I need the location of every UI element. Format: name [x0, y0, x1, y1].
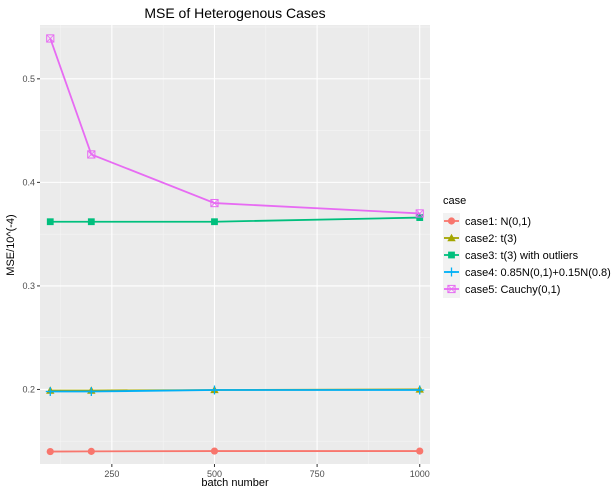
legend-key-marker-shape — [447, 284, 456, 294]
data-point-case5-shape — [415, 209, 424, 218]
legend-key-marker — [447, 284, 456, 294]
y-tick-label: 0.5 — [22, 74, 35, 84]
legend-key-marker — [447, 267, 456, 277]
data-point-case4 — [415, 385, 425, 395]
data-point-case3-shape — [211, 218, 218, 226]
legend-key-marker-shape — [447, 267, 456, 277]
y-axis-label: MSE/10^(-4) — [5, 214, 17, 275]
data-point-case5 — [87, 150, 96, 159]
legend-label: case5: Cauchy(0,1) — [465, 284, 560, 296]
data-point-case4 — [86, 387, 96, 397]
data-point-case1-shape — [87, 447, 95, 455]
plot-panel — [40, 25, 430, 464]
data-point-case4-shape — [209, 385, 219, 395]
legend-label: case1: N(0,1) — [465, 216, 531, 228]
data-point-case3 — [211, 218, 218, 226]
data-point-case1 — [46, 447, 54, 456]
data-point-case4-shape — [86, 387, 96, 397]
series-line-case1 — [50, 450, 420, 453]
data-point-case1 — [416, 447, 424, 455]
panel-background — [40, 25, 430, 464]
data-point-case5 — [415, 209, 424, 218]
series-line-case3 — [50, 216, 420, 223]
legend-item-case2: case2: t(3) — [443, 230, 517, 247]
legend-label: case3: t(3) with outliers — [465, 250, 579, 262]
legend-item-case5: case5: Cauchy(0,1) — [443, 281, 560, 298]
x-axis-label: batch number — [201, 477, 269, 489]
data-point-case5 — [46, 34, 55, 43]
legend-key-marker-shape — [447, 233, 456, 242]
y-tick-label: 0.3 — [22, 281, 35, 291]
data-point-case5-shape — [210, 198, 219, 208]
data-point-case4-shape — [45, 387, 55, 397]
data-point-case5-shape — [87, 150, 96, 159]
x-tick-label: 1000 — [410, 469, 430, 479]
data-point-case3-shape — [416, 214, 424, 221]
legend-item-case4: case4: 0.85N(0,1)+0.15N(0.8) — [443, 264, 611, 281]
data-point-case5-shape — [415, 209, 424, 218]
legend-item-case3: case3: t(3) with outliers — [443, 247, 579, 264]
data-point-case3 — [87, 218, 95, 226]
legend-label: case4: 0.85N(0,1)+0.15N(0.8) — [465, 267, 611, 279]
x-tick-label: 250 — [104, 469, 119, 479]
data-point-case3-shape — [87, 218, 95, 226]
legend-title: case — [443, 195, 466, 207]
data-point-case5 — [210, 198, 219, 208]
legend-key-marker-shape — [447, 285, 456, 293]
data-point-case1-shape — [416, 447, 424, 455]
series-line-case5 — [49, 38, 420, 215]
data-point-case4 — [209, 385, 219, 395]
data-point-case3-shape — [46, 218, 54, 226]
legend: case case1: N(0,1) case2: t(3) case3: t(3)… — [443, 195, 611, 298]
data-point-case5-shape — [87, 150, 96, 159]
legend-key-marker-shape — [448, 251, 455, 259]
legend-item-case1: case1: N(0,1) — [443, 213, 531, 230]
data-point-case1-shape — [46, 447, 54, 456]
series-line-case4 — [50, 389, 420, 393]
data-point-case5-shape — [46, 34, 55, 43]
data-point-case1 — [210, 447, 219, 455]
data-point-case5-shape — [210, 199, 219, 207]
legend-key-marker — [447, 233, 456, 242]
data-point-case1-shape — [210, 447, 219, 455]
x-tick-label: 500 — [207, 469, 222, 479]
chart-title: MSE of Heterogenous Cases — [144, 5, 325, 21]
data-point-case3 — [46, 218, 54, 226]
data-point-case4-shape — [415, 385, 425, 395]
x-tick-label: 750 — [310, 469, 325, 479]
data-point-case4 — [45, 387, 55, 397]
data-point-case5-shape — [46, 34, 55, 43]
legend-key-marker — [447, 217, 456, 225]
y-tick-label: 0.4 — [22, 177, 35, 187]
legend-key-marker — [448, 251, 455, 259]
y-tick-label: 0.2 — [22, 384, 35, 394]
legend-key-marker-shape — [447, 217, 456, 225]
data-point-case1 — [87, 447, 95, 455]
legend-label: case2: t(3) — [465, 233, 517, 245]
data-point-case3 — [416, 214, 424, 221]
